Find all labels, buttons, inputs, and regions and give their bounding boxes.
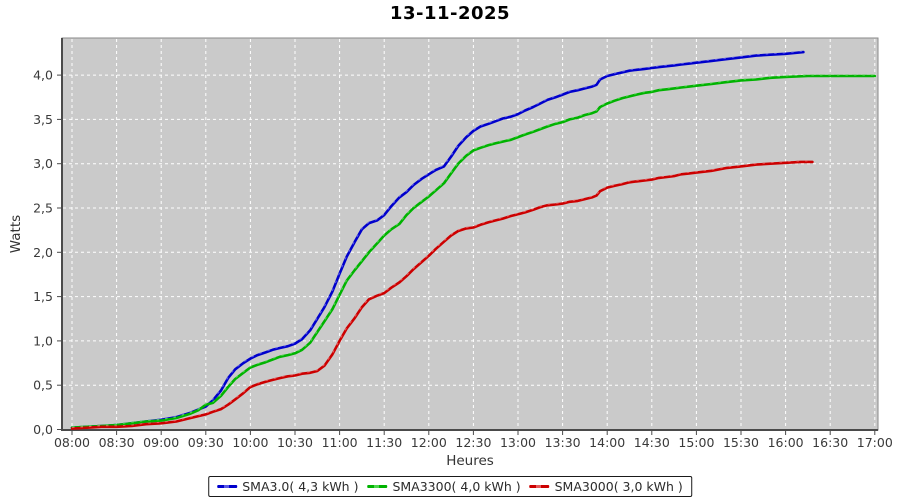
x-tick-label: 10:30 xyxy=(277,435,313,450)
y-tick-label: 3,0 xyxy=(33,156,53,171)
legend-item: SMA3300( 4,0 kWh ) xyxy=(367,479,521,494)
x-tick-label: 08:30 xyxy=(99,435,135,450)
legend-item: SMA3.0( 4,3 kWh ) xyxy=(217,479,358,494)
y-tick-label: 2,0 xyxy=(33,245,53,260)
x-tick-label: 09:00 xyxy=(143,435,179,450)
x-tick-label: 12:30 xyxy=(455,435,491,450)
x-tick-label: 17:00 xyxy=(857,435,893,450)
x-axis-title: Heures xyxy=(446,453,494,469)
plot-area xyxy=(62,38,878,430)
series-marker-dashes xyxy=(71,160,813,429)
x-tick-label: 15:30 xyxy=(723,435,759,450)
x-tick-label: 13:30 xyxy=(545,435,581,450)
y-tick-label: 1,5 xyxy=(33,289,53,304)
x-tick-label: 10:00 xyxy=(232,435,268,450)
legend-line-swatch xyxy=(367,485,388,488)
legend-label: SMA3000( 3,0 kWh ) xyxy=(554,479,683,494)
y-axis-title: Watts xyxy=(8,215,24,253)
x-tick-label: 12:00 xyxy=(411,435,447,450)
x-tick-label: 14:00 xyxy=(589,435,625,450)
y-tick-label: 4,0 xyxy=(33,68,53,83)
series-markers xyxy=(71,160,813,429)
legend-item: SMA3000( 3,0 kWh ) xyxy=(529,479,683,494)
x-tick-label: 13:00 xyxy=(500,435,536,450)
y-tick-label: 1,0 xyxy=(33,333,53,348)
x-tick-label: 15:00 xyxy=(678,435,714,450)
x-tick-label: 11:30 xyxy=(366,435,402,450)
legend-line-swatch xyxy=(217,485,238,488)
series-line xyxy=(70,50,805,430)
x-tick-label: 16:00 xyxy=(768,435,804,450)
legend-line-swatch xyxy=(529,485,550,488)
x-tick-label: 14:30 xyxy=(634,435,670,450)
y-tick-label: 2,5 xyxy=(33,201,53,216)
series-line xyxy=(70,160,814,430)
x-tick-label: 08:00 xyxy=(54,435,90,450)
chart-title: 13-11-2025 xyxy=(389,3,511,24)
y-tick-label: 0,0 xyxy=(33,422,53,437)
x-tick-label: 09:30 xyxy=(188,435,224,450)
x-tick-label: 11:00 xyxy=(322,435,358,450)
series-line xyxy=(70,74,877,430)
x-tick-label: 16:30 xyxy=(812,435,848,450)
y-tick-label: 3,5 xyxy=(33,112,53,127)
chart-legend: SMA3.0( 4,3 kWh ) SMA3300( 4,0 kWh ) SMA30… xyxy=(208,476,692,497)
legend-label: SMA3300( 4,0 kWh ) xyxy=(392,479,521,494)
legend-label: SMA3.0( 4,3 kWh ) xyxy=(242,479,359,494)
y-tick-label: 0,5 xyxy=(33,378,53,393)
